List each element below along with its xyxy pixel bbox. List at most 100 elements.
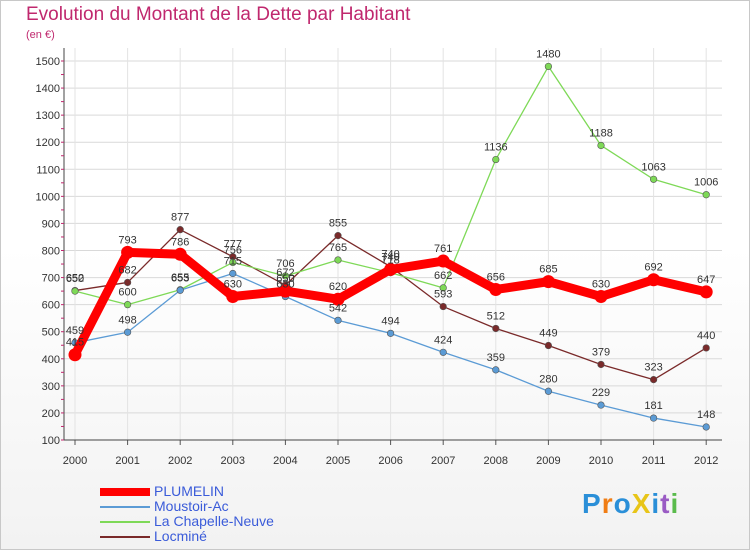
legend-swatch-moustoir-ac: [100, 506, 150, 508]
chart-subtitle: (en €): [26, 29, 55, 41]
data-label-la-chapelle-neuve-2003: 756: [224, 244, 242, 256]
data-label-la-chapelle-neuve-2004: 706: [276, 258, 294, 270]
data-label-moustoir-ac-2000: 459: [66, 325, 84, 337]
point-la-chapelle-neuve-2008: [492, 155, 500, 164]
data-label-la-chapelle-neuve-2009: 1480: [536, 48, 560, 60]
point-la-chapelle-neuve-2007: [439, 284, 447, 292]
point-la-chapelle-neuve-2012: [702, 191, 710, 199]
data-label-plumelin-2006: 740: [381, 251, 399, 263]
data-label-locmine-2004: 672: [276, 267, 294, 279]
logo-letter: r: [601, 488, 614, 519]
data-label-plumelin-2007: 761: [434, 243, 452, 255]
data-label-plumelin-2010: 630: [592, 279, 610, 291]
data-label-la-chapelle-neuve-2006: 718: [381, 255, 399, 267]
x-tick-label-2008: 2008: [484, 455, 508, 467]
x-tick-label-2006: 2006: [378, 455, 402, 467]
logo-letter: P: [582, 488, 602, 519]
data-label-moustoir-ac-2012: 148: [697, 409, 715, 421]
point-la-chapelle-neuve-2003: [229, 258, 237, 267]
x-tick-label-2000: 2000: [63, 455, 87, 467]
point-plumelin-2006: [384, 262, 398, 276]
logo-letter: i: [670, 488, 680, 519]
point-plumelin-2008: [489, 282, 503, 296]
data-label-locmine-2001: 682: [118, 264, 136, 276]
point-la-chapelle-neuve-2009: [544, 62, 553, 71]
data-label-locmine-2007: 593: [434, 289, 452, 301]
x-tick-label-2004: 2004: [273, 455, 297, 467]
point-plumelin-2002: [173, 247, 187, 261]
y-tick-label-1100: 1100: [36, 164, 60, 176]
data-label-plumelin-2003: 630: [224, 279, 242, 291]
data-label-locmine-2009: 449: [539, 328, 557, 340]
data-label-la-chapelle-neuve-2011: 1063: [641, 161, 665, 173]
y-tick-label-900: 900: [42, 218, 60, 230]
data-label-moustoir-ac-2007: 424: [434, 334, 452, 346]
data-label-plumelin-2008: 656: [487, 271, 505, 283]
proxiti-logo: ProXiti: [582, 488, 679, 520]
point-moustoir-ac-2011: [649, 414, 658, 422]
x-tick-label-2012: 2012: [694, 455, 718, 467]
y-tick-label-100: 100: [42, 435, 60, 447]
y-tick-label-1300: 1300: [36, 110, 60, 122]
data-label-plumelin-2002: 786: [171, 236, 189, 248]
point-moustoir-ac-2007: [439, 348, 447, 356]
x-tick-label-2007: 2007: [431, 455, 455, 467]
x-tick-label-2001: 2001: [115, 455, 139, 467]
data-label-moustoir-ac-2011: 181: [644, 400, 662, 412]
data-label-locmine-2005: 855: [329, 218, 347, 230]
data-label-locmine-2003: 777: [224, 239, 242, 251]
data-label-la-chapelle-neuve-2012: 1006: [694, 177, 718, 189]
legend-item-moustoir-ac: Moustoir-Ac: [100, 499, 400, 514]
legend-label-la-chapelle-neuve: La Chapelle-Neuve: [154, 513, 274, 529]
data-label-plumelin-2012: 647: [697, 274, 715, 286]
y-tick-label-300: 300: [42, 381, 60, 393]
legend-item-plumelin: PLUMELIN: [100, 484, 400, 499]
point-locmine-2009: [544, 341, 553, 350]
logo-letter: o: [613, 488, 632, 519]
point-la-chapelle-neuve-2010: [597, 141, 605, 150]
point-plumelin-2003: [226, 290, 240, 304]
x-tick-label-2003: 2003: [221, 455, 245, 467]
x-tick-label-2010: 2010: [589, 455, 613, 467]
y-tick-label-800: 800: [42, 246, 60, 258]
point-plumelin-2001: [121, 245, 135, 259]
point-plumelin-2000: [68, 348, 82, 362]
chart-legend: PLUMELIN Moustoir-Ac La Chapelle-Neuve L…: [100, 484, 400, 544]
y-tick-label-200: 200: [42, 408, 60, 420]
point-locmine-2008: [492, 324, 500, 333]
point-la-chapelle-neuve-2004: [281, 272, 290, 280]
point-plumelin-2007: [436, 254, 450, 268]
data-label-moustoir-ac-2005: 542: [329, 302, 347, 314]
data-label-la-chapelle-neuve-2002: 655: [171, 272, 189, 284]
data-label-moustoir-ac-2006: 494: [381, 315, 399, 327]
point-la-chapelle-neuve-2011: [649, 175, 658, 183]
y-tick-label-600: 600: [42, 300, 60, 312]
point-la-chapelle-neuve-2005: [334, 256, 342, 264]
legend-label-plumelin: PLUMELIN: [154, 483, 225, 499]
data-label-plumelin-2001: 793: [118, 234, 136, 246]
data-label-la-chapelle-neuve-2010: 1188: [589, 127, 613, 139]
logo-letter: X: [631, 488, 652, 519]
data-label-la-chapelle-neuve-2005: 765: [329, 242, 347, 254]
legend-swatch-locmine: [100, 536, 150, 538]
y-tick-label-1200: 1200: [36, 137, 60, 149]
x-tick-label-2005: 2005: [326, 455, 350, 467]
point-plumelin-2011: [647, 273, 661, 287]
point-moustoir-ac-2010: [597, 401, 605, 409]
data-label-locmine-2002: 877: [171, 212, 189, 224]
point-locmine-2010: [597, 360, 605, 369]
point-locmine-2001: [123, 278, 132, 287]
x-tick-label-2002: 2002: [168, 455, 192, 467]
y-tick-label-400: 400: [42, 354, 60, 366]
point-la-chapelle-neuve-2001: [123, 301, 132, 309]
chart-title: Evolution du Montant de la Dette par Hab…: [26, 4, 411, 25]
data-label-la-chapelle-neuve-2000: 650: [66, 273, 84, 285]
x-tick-label-2009: 2009: [536, 455, 560, 467]
point-locmine-2011: [649, 376, 658, 384]
data-label-la-chapelle-neuve-2001: 600: [118, 287, 136, 299]
point-moustoir-ac-2003: [229, 269, 237, 278]
logo-letter: i: [651, 488, 661, 519]
data-label-locmine-2012: 440: [697, 330, 715, 342]
point-locmine-2007: [439, 302, 447, 311]
data-label-plumelin-2011: 692: [644, 262, 662, 274]
